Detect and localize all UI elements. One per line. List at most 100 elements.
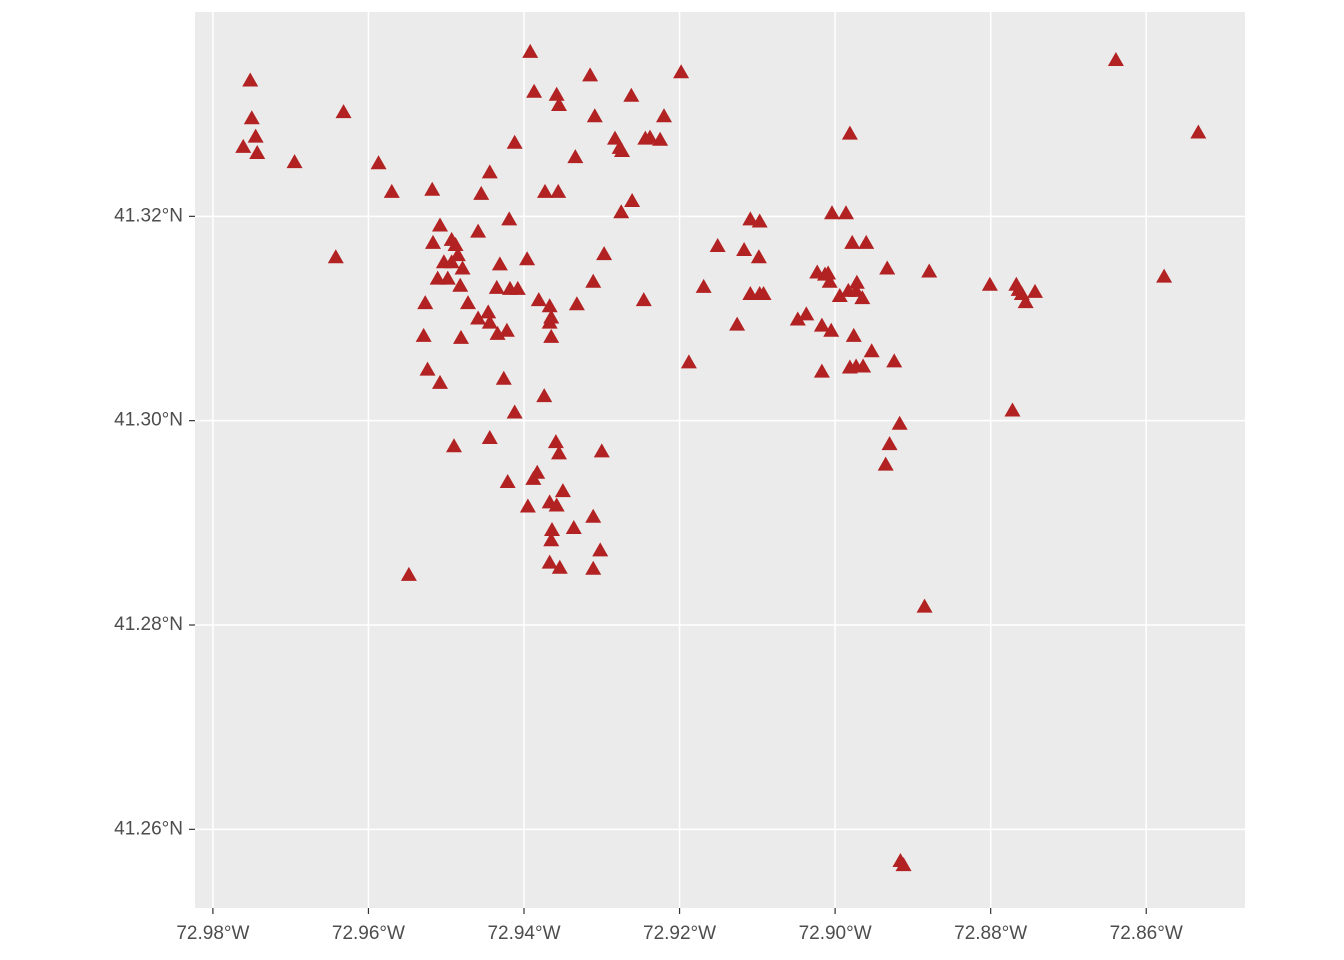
point <box>554 483 571 498</box>
point <box>519 498 536 513</box>
point <box>400 566 417 581</box>
point <box>506 404 523 419</box>
point <box>470 223 487 238</box>
point <box>652 131 669 146</box>
point <box>886 353 903 368</box>
point <box>537 183 553 198</box>
point <box>680 354 697 369</box>
point <box>480 304 497 319</box>
point <box>541 314 558 329</box>
point <box>327 249 344 264</box>
point <box>841 125 858 140</box>
point <box>916 598 933 613</box>
point <box>1027 283 1043 298</box>
point <box>548 497 565 512</box>
y-tick-label: 41.32°N <box>114 205 183 226</box>
point <box>498 322 515 337</box>
x-tick-label: 72.90°W <box>799 923 872 944</box>
point <box>435 254 452 269</box>
point <box>585 508 602 523</box>
point <box>541 554 558 569</box>
point <box>536 388 553 403</box>
point <box>335 104 352 119</box>
point <box>449 247 466 262</box>
point <box>481 314 498 329</box>
point <box>1190 124 1207 139</box>
point <box>446 438 462 453</box>
point <box>742 211 759 226</box>
point <box>495 370 512 385</box>
point <box>235 138 252 153</box>
point <box>286 154 303 169</box>
point <box>470 310 487 325</box>
point <box>488 279 505 294</box>
point <box>623 87 640 102</box>
point <box>529 464 546 479</box>
point <box>656 108 672 123</box>
point <box>519 251 536 266</box>
point <box>881 436 898 451</box>
point <box>568 296 585 311</box>
point <box>1156 268 1173 283</box>
point <box>823 322 840 337</box>
point <box>921 263 938 278</box>
point <box>242 72 259 87</box>
point <box>551 445 567 460</box>
point <box>447 236 464 251</box>
point <box>877 456 894 471</box>
point <box>695 278 712 293</box>
point <box>642 129 658 144</box>
point <box>452 277 469 292</box>
point <box>593 443 610 458</box>
point <box>243 110 260 125</box>
point <box>565 519 582 534</box>
point <box>460 295 476 310</box>
point <box>844 234 861 249</box>
y-tick-label: 41.26°N <box>114 818 183 839</box>
point <box>592 542 609 557</box>
point <box>813 363 830 378</box>
point <box>635 292 652 307</box>
point <box>831 288 848 303</box>
x-tick-label: 72.92°W <box>643 923 716 944</box>
point <box>550 183 567 198</box>
point <box>481 164 498 179</box>
x-tick-label: 72.86°W <box>1110 923 1183 944</box>
point <box>249 144 266 159</box>
point <box>838 205 854 220</box>
point <box>522 43 539 58</box>
point <box>370 155 387 170</box>
point <box>432 217 448 232</box>
point <box>624 193 641 208</box>
point <box>848 282 865 297</box>
point <box>750 249 767 264</box>
point <box>526 83 543 98</box>
point <box>1004 402 1021 417</box>
point <box>821 273 838 288</box>
point <box>454 260 471 275</box>
point <box>891 415 908 430</box>
point <box>824 205 840 220</box>
point <box>673 64 690 79</box>
point <box>585 560 602 575</box>
point <box>541 298 558 313</box>
point <box>820 265 837 280</box>
point <box>729 316 746 331</box>
point <box>439 270 456 285</box>
point <box>548 86 565 101</box>
y-tick-label: 41.30°N <box>114 410 183 431</box>
point <box>429 270 446 285</box>
point <box>530 292 547 307</box>
point <box>848 274 865 289</box>
point <box>415 327 432 342</box>
point <box>424 181 441 196</box>
point <box>547 434 564 449</box>
x-tick-label: 72.88°W <box>954 923 1027 944</box>
point <box>417 295 434 310</box>
point <box>736 242 753 257</box>
x-tick-label: 72.96°W <box>332 923 405 944</box>
point <box>543 532 560 547</box>
point <box>798 306 815 321</box>
point <box>585 273 602 288</box>
